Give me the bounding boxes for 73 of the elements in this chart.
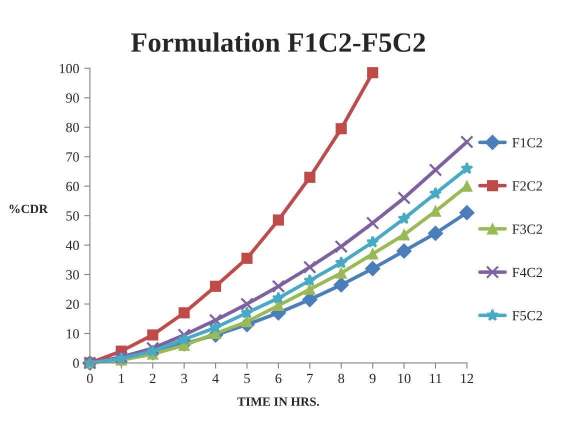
point xyxy=(336,123,347,134)
legend-label: F5C2 xyxy=(512,311,542,320)
point xyxy=(240,297,254,311)
point xyxy=(367,248,378,260)
point xyxy=(241,252,253,264)
x-tick-label: 8 xyxy=(338,374,344,384)
point xyxy=(304,172,316,183)
y-tick-label: 40 xyxy=(66,240,79,250)
point xyxy=(334,240,348,254)
point xyxy=(336,268,347,279)
point xyxy=(303,274,316,286)
legend-label: F4C2 xyxy=(512,268,542,278)
point xyxy=(303,260,316,274)
x-tick-label: 1 xyxy=(119,374,124,384)
y-tick-label: 70 xyxy=(66,152,79,162)
point xyxy=(366,236,379,248)
y-tick-label: 0 xyxy=(73,358,79,368)
point xyxy=(398,229,410,240)
point xyxy=(240,306,254,318)
x-tick-label: 4 xyxy=(212,374,219,384)
point xyxy=(178,307,190,318)
x-tick-label: 2 xyxy=(150,374,156,384)
point xyxy=(428,163,442,177)
point xyxy=(209,320,222,334)
point xyxy=(397,191,411,205)
y-tick-label: 30 xyxy=(66,270,79,280)
point xyxy=(430,206,442,217)
point xyxy=(146,344,160,357)
chart-title: Formulation F1C2-F5C2 xyxy=(131,32,425,52)
y-tick-label: 50 xyxy=(66,211,79,221)
point xyxy=(365,261,380,276)
legend-label: F2C2 xyxy=(512,181,542,191)
legend-label: F3C2 xyxy=(512,224,542,234)
point xyxy=(429,186,442,200)
x-tick-label: 6 xyxy=(276,374,282,384)
x-tick-label: 9 xyxy=(370,374,376,384)
x-tick-label: 3 xyxy=(181,374,188,384)
point xyxy=(428,226,444,241)
y-tick-label: 100 xyxy=(60,64,79,74)
y-tick-label: 20 xyxy=(66,300,79,309)
point xyxy=(460,162,474,174)
point xyxy=(272,280,285,293)
point xyxy=(272,292,285,304)
y-tick-label: 60 xyxy=(66,182,79,192)
point xyxy=(178,328,191,342)
y-tick-label: 80 xyxy=(66,122,79,132)
point xyxy=(334,256,348,268)
y-tick-label: 10 xyxy=(66,329,79,338)
point xyxy=(367,67,378,78)
point xyxy=(241,316,253,328)
x-tick-label: 10 xyxy=(398,374,410,384)
point xyxy=(147,329,158,341)
point xyxy=(459,205,474,220)
point xyxy=(334,277,349,292)
x-axis-title: TIME IN HRS. xyxy=(237,397,320,406)
point xyxy=(396,243,412,259)
x-tick-label: 12 xyxy=(461,374,474,384)
point xyxy=(210,280,222,292)
y-axis-title: %CDR xyxy=(10,204,48,214)
point xyxy=(304,284,316,295)
point xyxy=(460,135,474,149)
point xyxy=(398,212,410,224)
x-tick-label: 5 xyxy=(244,374,250,384)
point xyxy=(208,314,222,327)
x-tick-label: 7 xyxy=(307,374,313,384)
point xyxy=(272,214,284,226)
legend-label: F1C2 xyxy=(512,138,542,148)
point xyxy=(366,216,380,230)
point xyxy=(461,180,472,192)
x-tick-label: 0 xyxy=(86,374,93,384)
y-tick-label: 90 xyxy=(66,93,79,103)
x-tick-label: 11 xyxy=(430,374,442,384)
point xyxy=(146,342,160,355)
